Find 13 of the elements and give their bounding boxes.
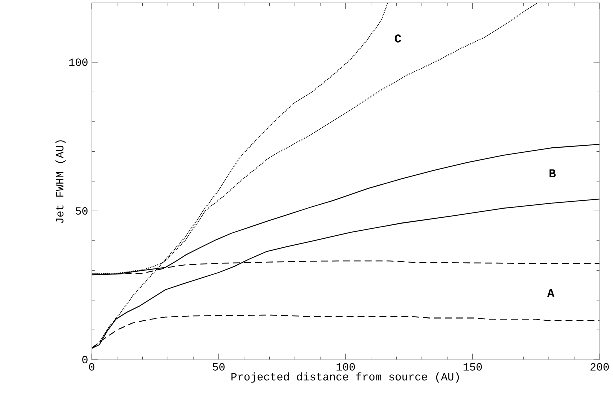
y-tick-label: 0 xyxy=(82,356,88,364)
y-tick-label: 100 xyxy=(70,58,88,66)
x-tick-label: 200 xyxy=(590,363,610,371)
y-tick-label: 50 xyxy=(76,208,88,215)
y-axis-title: Jet FWHM (AU) xyxy=(56,140,66,224)
x-tick-label: 50 xyxy=(213,363,225,371)
x-tick-label: 0 xyxy=(89,363,95,371)
annotation: A xyxy=(547,289,555,298)
annotation: C xyxy=(395,34,402,43)
x-tick-label: 150 xyxy=(464,363,482,371)
annotation: B xyxy=(550,170,556,178)
x-tick-label: 100 xyxy=(336,363,356,371)
x-axis-title: Projected distance from source (AU) xyxy=(232,372,460,383)
